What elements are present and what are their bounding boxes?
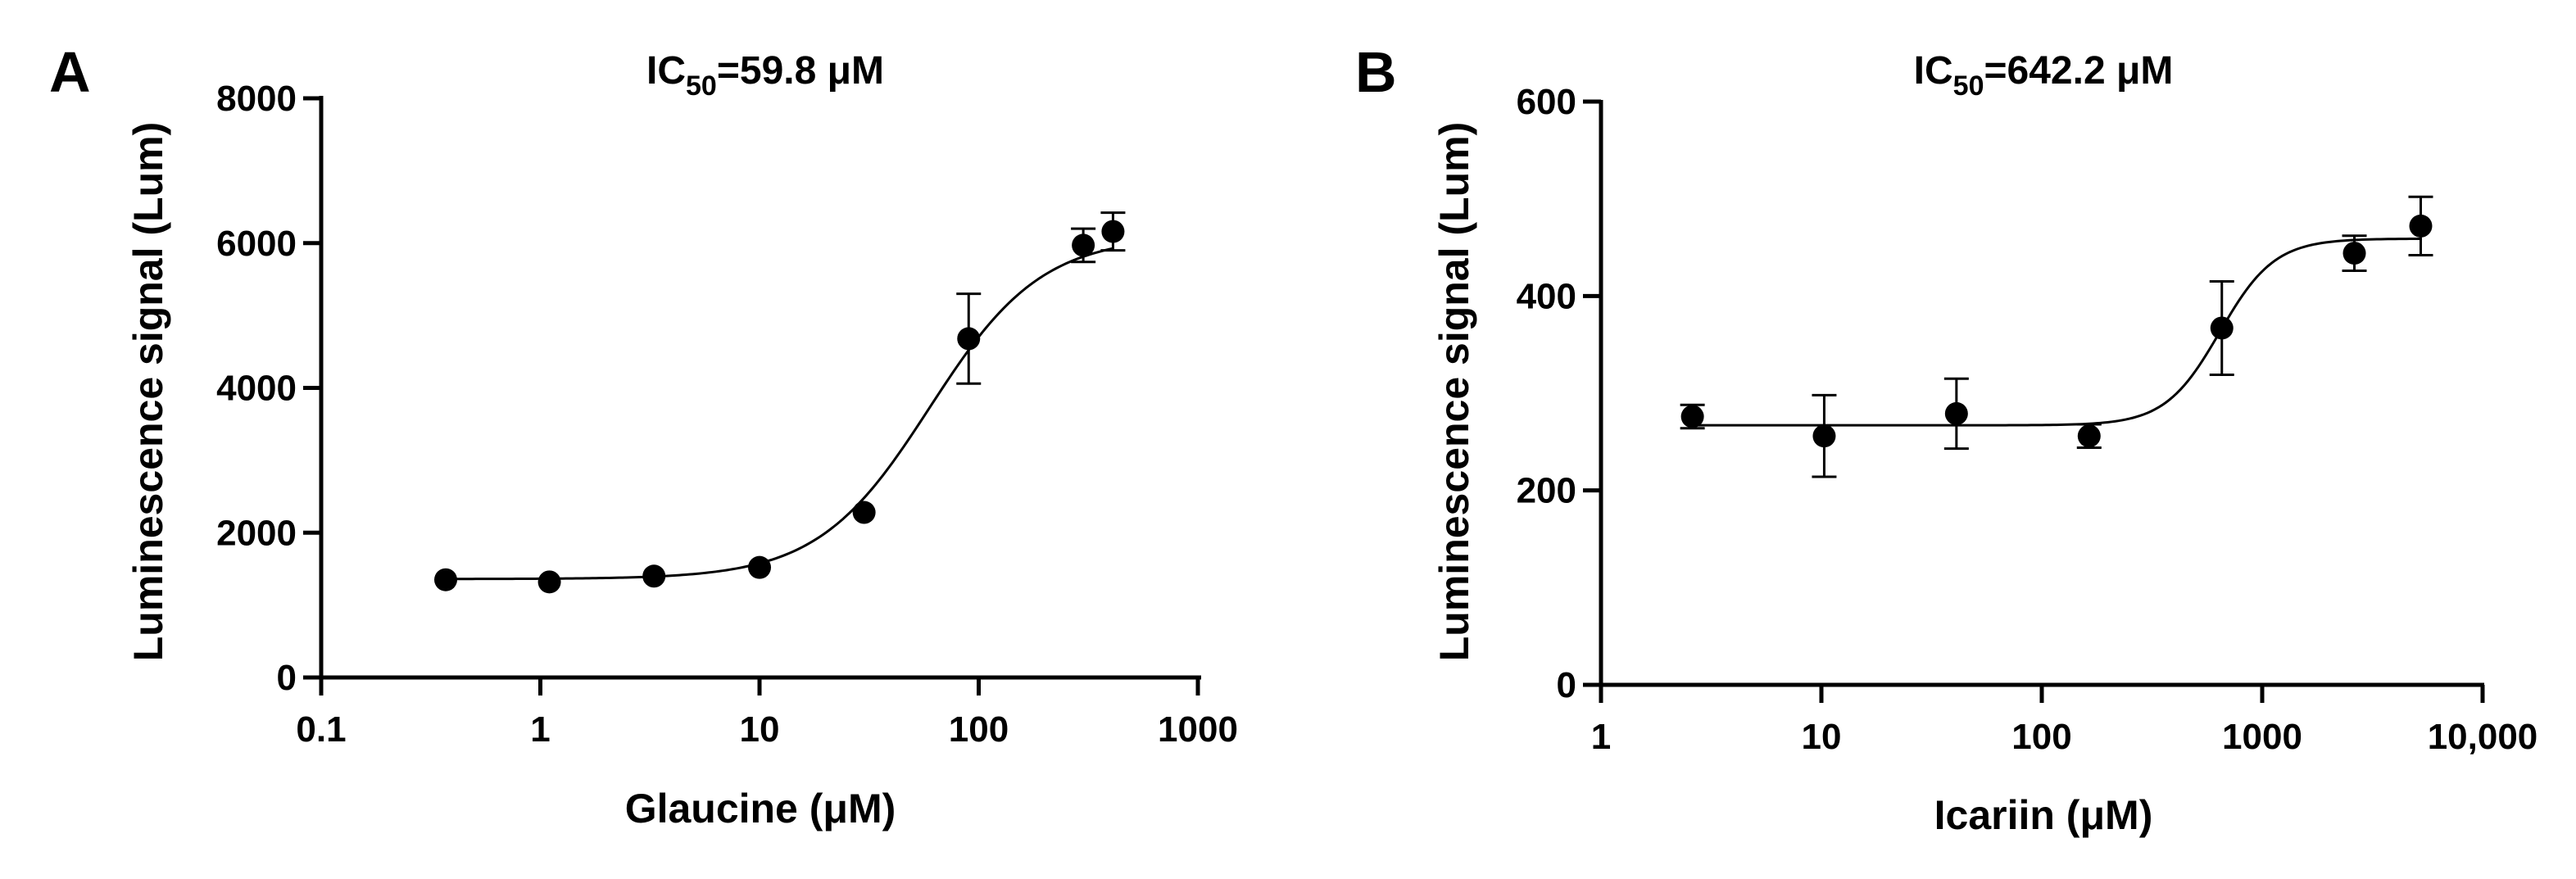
- panel-a-x-tick-label: 1000: [1158, 709, 1238, 750]
- panel-a-data-point: [748, 555, 771, 579]
- panel-b-x-tick-label: 10,000: [2428, 717, 2538, 757]
- panel-b-data-point: [1680, 405, 1704, 428]
- panel-b-y-tick-label: 400: [1517, 276, 1576, 316]
- panel-b-data-point: [2077, 424, 2101, 448]
- panel-b-title: IC50=642.2 μM: [1914, 49, 2174, 102]
- panel-a-x-tick-label: 0.1: [296, 709, 346, 750]
- panel-a-x-axis-label: Glaucine (μM): [625, 786, 896, 831]
- panel-b-fit-curve: [1692, 237, 2421, 427]
- panel-a-y-tick-label: 4000: [216, 369, 297, 409]
- panel-a-title-suffix: =59.8 μM: [717, 49, 884, 93]
- panel-b-data-points: [1680, 195, 2433, 478]
- panel-a: A IC50=59.8 μM Luminescence signal (Lum)…: [49, 40, 1238, 831]
- panel-b-data-point: [2342, 242, 2366, 265]
- panel-b-x-tick-label: 1: [1591, 717, 1611, 757]
- panel-b-data-point: [1944, 401, 1968, 425]
- panel-a-data-point: [433, 568, 457, 591]
- panel-a-data-point: [852, 501, 876, 524]
- panel-b-data-point: [1812, 424, 1836, 448]
- panel-b-data-point: [2210, 316, 2234, 340]
- panel-b-y-tick-label: 200: [1517, 471, 1576, 511]
- panel-a-title-subscript: 50: [686, 70, 717, 102]
- panel-a-letter: A: [49, 40, 91, 104]
- panel-b-x-tick-label: 1000: [2222, 717, 2302, 757]
- panel-a-data-point: [1101, 220, 1125, 243]
- panel-a-data-point: [537, 570, 561, 594]
- panel-b-y-tick-label: 0: [1557, 665, 1576, 705]
- panel-b-x-axis-label: Icariin (μM): [1934, 792, 2153, 838]
- panel-a-data-point: [957, 327, 981, 351]
- panel-a-x-ticks: 0.1 1 10 100 1000: [296, 677, 1238, 750]
- panel-a-x-tick-label: 100: [949, 709, 1009, 750]
- panel-b-y-tick-label: 600: [1517, 82, 1576, 122]
- panel-a-data-points: [433, 211, 1126, 594]
- panel-b-letter: B: [1355, 40, 1397, 104]
- panel-a-x-tick-label: 10: [740, 709, 780, 750]
- panel-b-x-tick-label: 10: [1802, 717, 1842, 757]
- panel-b-y-axis-label: Luminescence signal (Lum): [1431, 122, 1477, 661]
- panel-a-y-tick-label: 0: [277, 658, 297, 698]
- panel-a-data-point: [642, 564, 666, 588]
- panel-a-y-tick-label: 2000: [216, 513, 297, 553]
- panel-b-x-ticks: 1 10 100 1000 10,000: [1591, 685, 2538, 757]
- panel-a-y-tick-label: 8000: [216, 79, 297, 119]
- panel-a-title-prefix: IC: [646, 49, 686, 93]
- panel-a-fit-curve: [445, 247, 1113, 581]
- panel-b-x-tick-label: 100: [2011, 717, 2071, 757]
- panel-b-data-point: [2409, 214, 2433, 238]
- panel-a-title: IC50=59.8 μM: [646, 49, 884, 102]
- panel-a-data-point: [1072, 233, 1095, 257]
- panel-a-y-axis-label: Luminescence signal (Lum): [125, 122, 171, 661]
- panel-a-y-tick-label: 6000: [216, 224, 297, 264]
- panel-b-title-subscript: 50: [1953, 70, 1984, 102]
- panel-b-title-suffix: =642.2 μM: [1984, 49, 2173, 93]
- panel-b-title-prefix: IC: [1914, 49, 1953, 93]
- panel-a-y-ticks: 0 2000 4000 6000 8000: [216, 79, 321, 698]
- panel-b-y-ticks: 0 200 400 600: [1517, 82, 1601, 705]
- panel-b: B IC50=642.2 μM Luminescence signal (Lum…: [1355, 40, 2537, 838]
- panel-a-x-tick-label: 1: [530, 709, 550, 750]
